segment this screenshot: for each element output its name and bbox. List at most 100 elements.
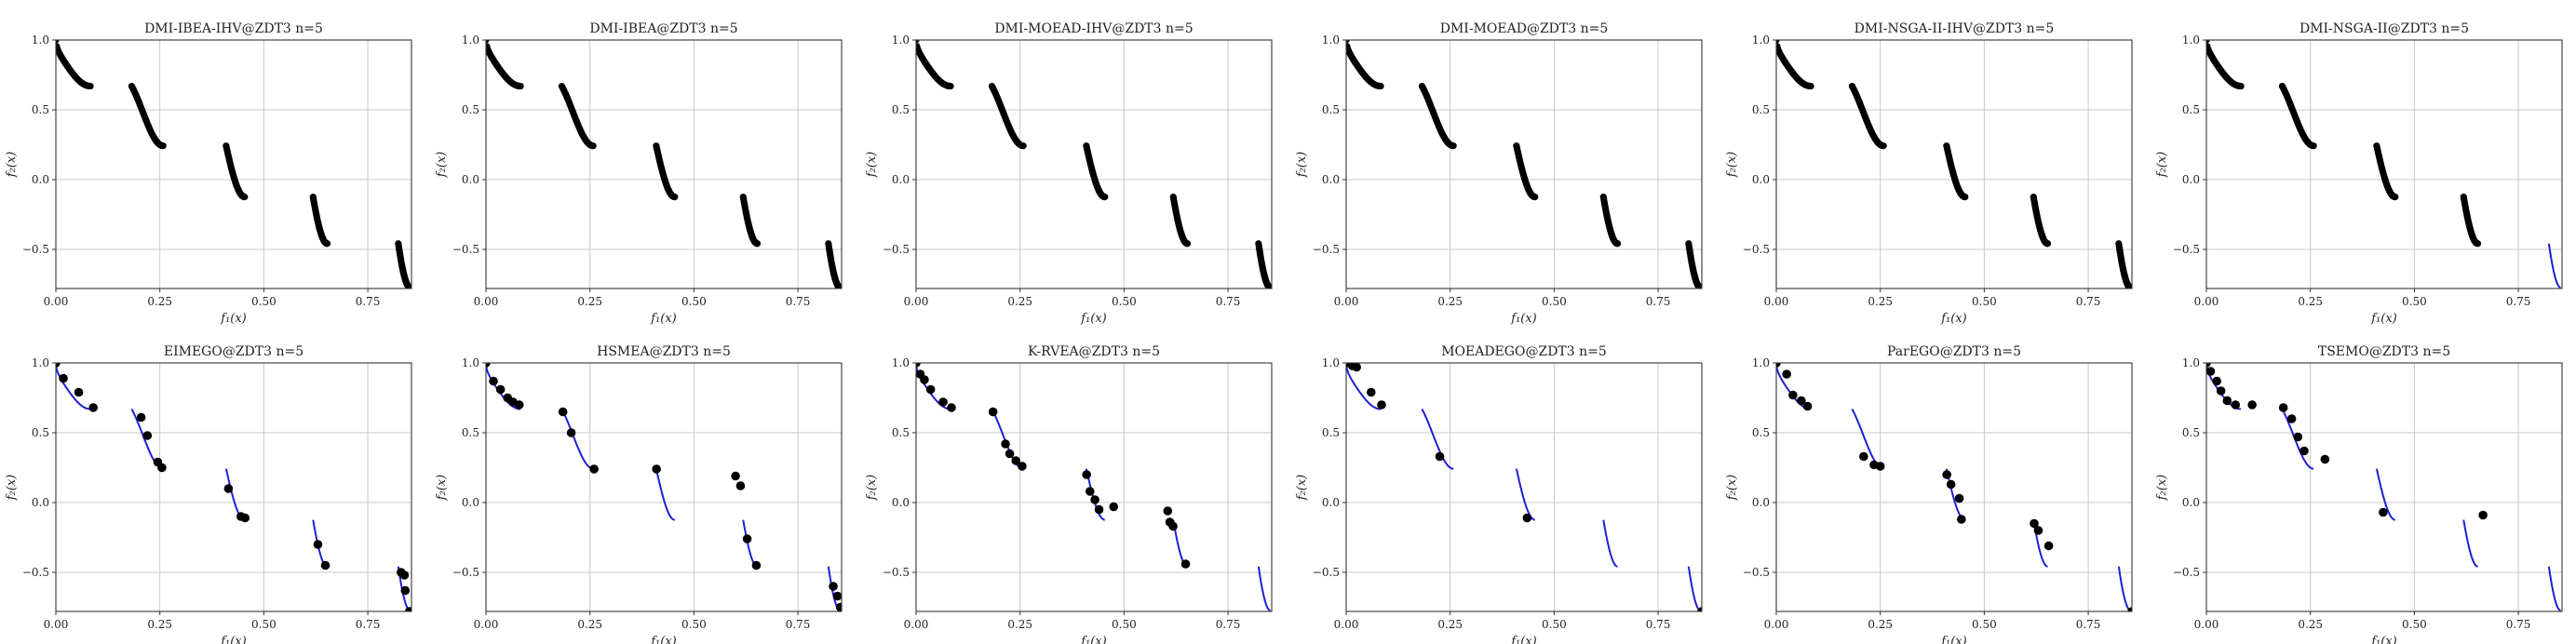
solution-point	[829, 582, 838, 591]
subplot-title: DMI-IBEA@ZDT3 n=5	[589, 21, 737, 36]
y-tick-label: 1.0	[1752, 34, 1770, 47]
y-tick-label: 0.0	[2182, 496, 2200, 509]
x-tick-label: 0.25	[1437, 618, 1463, 631]
solution-point	[1101, 194, 1109, 201]
y-axis-label: f₂(x)	[2155, 475, 2169, 502]
solution-point	[2247, 400, 2257, 409]
solution-point	[406, 284, 411, 288]
solution-point	[2237, 82, 2245, 90]
y-tick-label: 0.0	[462, 173, 479, 186]
y-tick-label: −0.5	[452, 243, 479, 256]
y-tick-label: 1.0	[892, 34, 910, 47]
x-tick-label: 0.25	[1868, 618, 1893, 631]
solution-point	[947, 82, 954, 90]
solution-point	[404, 607, 411, 611]
solution-point	[489, 376, 498, 386]
x-tick-label: 0.50	[1972, 295, 1997, 308]
solution-point	[1859, 451, 1868, 462]
solution-point	[2310, 142, 2317, 150]
x-tick-label: 0.00	[44, 618, 69, 631]
solution-point	[947, 403, 956, 412]
x-tick-label: 0.25	[1437, 295, 1463, 308]
solution-point	[1183, 240, 1192, 248]
x-tick-label: 0.25	[577, 618, 602, 631]
x-tick-label: 0.25	[1007, 295, 1032, 308]
y-tick-label: 0.5	[892, 103, 910, 116]
y-tick-label: 0.0	[32, 173, 49, 186]
solution-point	[59, 373, 68, 383]
pareto-front-segment	[1776, 363, 1812, 410]
x-axis-label: f₁(x)	[1940, 312, 1967, 326]
solution-point	[486, 363, 491, 368]
pareto-front-segment	[1602, 519, 1618, 568]
solution-point	[753, 240, 762, 248]
pareto-front-segment	[560, 409, 594, 470]
y-axis-label: f₂(x)	[865, 475, 879, 502]
y-tick-label: −0.5	[452, 566, 479, 579]
y-tick-label: 0.5	[32, 426, 49, 439]
solution-point	[2126, 284, 2132, 288]
y-tick-label: 0.5	[462, 426, 479, 439]
x-axis-label: f₁(x)	[1510, 635, 1537, 644]
subplot-title: MOEADEGO@ZDT3 n=5	[1441, 344, 1607, 359]
x-axis-label: f₁(x)	[1510, 312, 1537, 326]
solution-point	[2030, 518, 2039, 529]
solution-point	[1018, 462, 1027, 471]
x-tick-label: 0.50	[681, 295, 707, 308]
x-axis-label: f₁(x)	[650, 312, 677, 326]
x-tick-label: 0.00	[2194, 295, 2219, 308]
subplot-title: ParEGO@ZDT3 n=5	[1887, 344, 2021, 359]
x-tick-label: 0.75	[1216, 618, 1241, 631]
y-tick-label: 1.0	[1322, 34, 1340, 47]
plot-area	[486, 40, 842, 288]
solution-point	[1946, 479, 1956, 490]
x-tick-label: 0.00	[2194, 618, 2219, 631]
solution-point	[1613, 240, 1622, 248]
x-tick-label: 0.75	[1646, 295, 1671, 308]
plot-area	[486, 363, 842, 611]
y-tick-label: −0.5	[22, 566, 49, 579]
x-tick-label: 0.75	[2506, 295, 2531, 308]
solution-point	[2216, 386, 2226, 396]
solution-point	[223, 484, 234, 493]
y-tick-label: −0.5	[883, 243, 910, 256]
y-axis-label: f₂(x)	[5, 152, 19, 179]
x-tick-label: 0.25	[577, 295, 602, 308]
pareto-front-segment	[1515, 468, 1535, 521]
y-axis-label: f₂(x)	[2155, 152, 2169, 179]
plot-area	[1346, 363, 1702, 611]
pareto-front-segment	[2375, 468, 2395, 521]
y-tick-label: 1.0	[1322, 356, 1340, 369]
x-tick-label: 0.50	[1112, 618, 1137, 631]
x-tick-label: 0.75	[1216, 295, 1241, 308]
subplot-1: DMI-IBEA-IHV@ZDT3 n=5 0.00 0.25 0.50 0.75 1.0…	[5, 21, 412, 326]
x-tick-label: 0.50	[2402, 295, 2427, 308]
solution-point	[2212, 376, 2221, 386]
solution-point	[1011, 456, 1021, 465]
x-tick-label: 0.75	[356, 295, 381, 308]
solution-point	[1697, 607, 1702, 611]
x-tick-label: 0.50	[2402, 618, 2427, 631]
y-tick-label: 0.5	[1322, 426, 1340, 439]
pareto-front-segment	[1257, 566, 1271, 611]
solution-point	[1180, 559, 1191, 569]
solution-point	[916, 40, 920, 44]
solution-point	[1082, 470, 1091, 479]
x-tick-label: 0.00	[1334, 295, 1359, 308]
y-tick-label: 0.0	[2182, 173, 2200, 186]
solution-point	[2222, 396, 2232, 406]
pareto-front-segment	[2117, 566, 2131, 611]
x-tick-label: 0.00	[474, 618, 499, 631]
subplot-title: HSMEA@ZDT3 n=5	[597, 344, 731, 359]
x-tick-label: 0.00	[1764, 295, 1789, 308]
pareto-front-segment	[2547, 243, 2561, 288]
solution-point	[835, 602, 842, 611]
solution-point	[1776, 40, 1780, 44]
subplot-8: HSMEA@ZDT3 n=5 0.00 0.25 0.50 0.75 1.0 0.5 0.0 −…	[435, 344, 843, 644]
plot-area	[1346, 40, 1702, 288]
solution-point	[925, 384, 936, 395]
x-axis-label: f₁(x)	[650, 635, 677, 644]
y-tick-label: 0.5	[2182, 103, 2200, 116]
x-tick-label: 0.00	[474, 295, 499, 308]
